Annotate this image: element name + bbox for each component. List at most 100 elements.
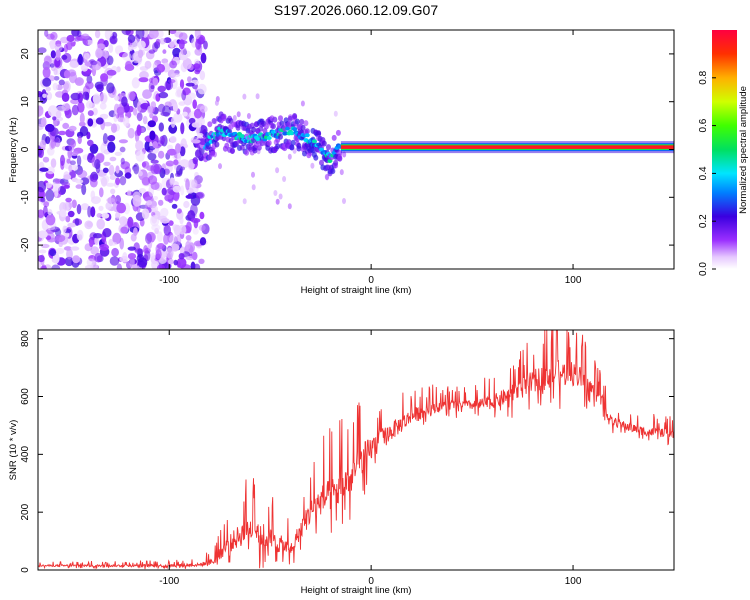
x-tick-label: 0 xyxy=(368,576,374,587)
noise-speckle xyxy=(66,158,71,164)
noise-speckle xyxy=(69,60,79,68)
noise-speckle xyxy=(191,122,200,128)
noise-speckle xyxy=(278,193,283,200)
noise-speckle xyxy=(108,164,115,177)
noise-speckle xyxy=(115,212,121,219)
noise-speckle xyxy=(178,253,185,260)
noise-speckle xyxy=(141,176,151,186)
noise-speckle xyxy=(108,241,118,246)
noise-speckle xyxy=(120,226,129,234)
noise-speckle xyxy=(45,235,52,240)
noise-speckle xyxy=(139,71,149,80)
colorbar xyxy=(712,30,737,269)
noise-speckle xyxy=(71,199,77,209)
noise-speckle xyxy=(116,106,125,116)
onset-halo xyxy=(294,118,300,125)
noise-speckle xyxy=(50,140,56,149)
noise-speckle xyxy=(339,169,344,176)
colorbar-tick-label: 0.2 xyxy=(698,214,709,228)
noise-speckle xyxy=(132,194,142,207)
noise-speckle xyxy=(113,111,118,123)
noise-speckle xyxy=(199,211,205,220)
noise-speckle xyxy=(148,30,159,39)
noise-speckle xyxy=(197,36,205,45)
x-tick-label: -100 xyxy=(159,576,179,587)
noise-speckle xyxy=(152,141,158,149)
onset-signal xyxy=(292,127,298,132)
spectrogram-xlabel: Height of straight line (km) xyxy=(301,285,412,296)
noise-speckle xyxy=(64,256,74,267)
onset-halo xyxy=(304,128,310,135)
noise-speckle xyxy=(90,190,96,200)
noise-speckle xyxy=(135,140,144,151)
noise-speckle xyxy=(169,136,177,143)
noise-speckle xyxy=(53,56,63,69)
noise-speckle xyxy=(50,50,56,59)
noise-speckle xyxy=(109,175,116,180)
noise-speckle xyxy=(39,190,46,199)
colorbar-tick-label: 0.4 xyxy=(698,166,709,180)
onset-halo xyxy=(303,120,309,127)
noise-speckle xyxy=(55,234,66,242)
snr-xlabel: Height of straight line (km) xyxy=(301,585,412,596)
noise-speckle xyxy=(192,157,198,165)
noise-speckle xyxy=(115,165,120,174)
noise-speckle xyxy=(150,159,159,164)
noise-speckle xyxy=(163,233,170,245)
noise-speckle xyxy=(85,100,93,109)
noise-speckle xyxy=(110,123,118,133)
noise-speckle xyxy=(45,214,56,226)
noise-speckle xyxy=(173,259,178,266)
tone-core xyxy=(340,145,674,149)
noise-speckle xyxy=(170,73,181,78)
noise-speckle xyxy=(150,163,160,175)
noise-speckle xyxy=(40,243,50,249)
noise-speckle xyxy=(300,100,305,107)
noise-speckle xyxy=(142,89,152,99)
noise-speckle xyxy=(187,92,196,100)
noise-speckle xyxy=(127,127,135,139)
noise-speckle xyxy=(63,43,68,53)
noise-speckle xyxy=(106,69,117,76)
onset-signal xyxy=(239,134,245,139)
noise-speckle xyxy=(99,174,110,185)
noise-speckle xyxy=(38,230,48,239)
noise-speckle xyxy=(43,205,48,217)
noise-speckle xyxy=(193,108,202,119)
noise-speckle xyxy=(127,189,132,197)
noise-speckle xyxy=(66,34,75,43)
noise-speckle xyxy=(176,208,182,214)
y-tick-label: 600 xyxy=(20,388,31,405)
noise-speckle xyxy=(87,139,94,147)
noise-speckle xyxy=(194,149,202,158)
onset-signal xyxy=(311,139,317,144)
onset-halo xyxy=(266,140,272,146)
onset-halo xyxy=(214,141,220,148)
noise-speckle xyxy=(54,186,59,198)
noise-speckle xyxy=(96,218,105,230)
onset-signal xyxy=(266,136,272,140)
noise-speckle xyxy=(251,171,255,178)
onset-halo xyxy=(207,121,213,128)
colorbar-label: Normalized spectral amplitude xyxy=(738,86,749,214)
onset-halo xyxy=(290,139,296,146)
noise-speckle xyxy=(122,252,128,262)
noise-speckle xyxy=(168,220,174,226)
noise-speckle xyxy=(103,161,111,166)
y-tick-label: -10 xyxy=(20,190,31,205)
noise-speckle xyxy=(65,197,72,203)
noise-speckle xyxy=(83,52,90,60)
noise-speckle xyxy=(38,124,44,131)
noise-speckle xyxy=(86,75,93,84)
noise-speckle xyxy=(155,38,161,46)
noise-speckle xyxy=(191,251,198,261)
noise-speckle xyxy=(135,30,145,39)
noise-speckle xyxy=(161,187,167,196)
noise-speckle xyxy=(52,116,57,121)
noise-speckle xyxy=(50,158,57,169)
noise-speckle xyxy=(41,117,47,127)
onset-halo xyxy=(321,140,327,147)
noise-speckle xyxy=(39,139,46,150)
onset-halo xyxy=(335,129,341,136)
noise-speckle xyxy=(137,40,146,49)
